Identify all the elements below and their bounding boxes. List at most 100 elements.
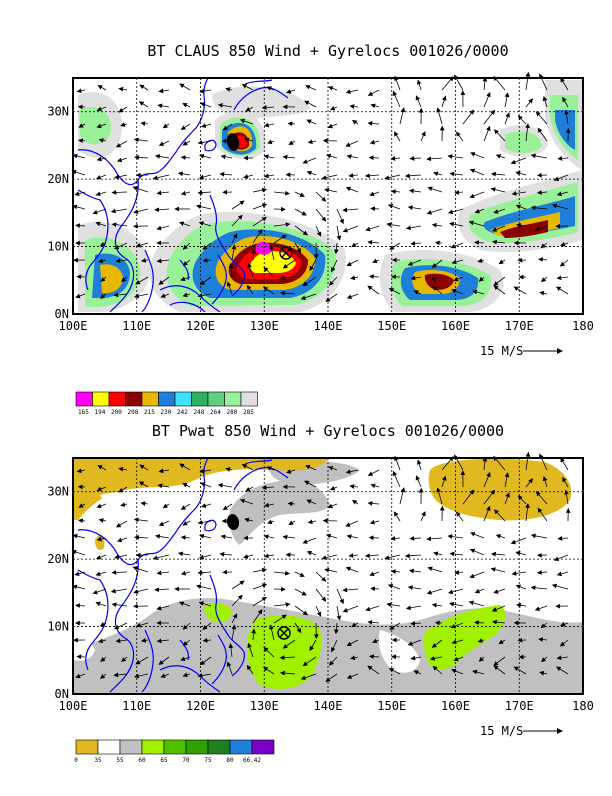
lon-tick-label: 180 [572,319,594,333]
wind-vector [200,175,211,178]
colorbar-label: 75 [204,757,212,764]
wind-vector [77,90,85,92]
wind-vector [221,536,232,538]
wind-vector [135,519,148,521]
wind-vector [156,156,169,158]
wind-vector [198,192,211,193]
lat-tick-label: 30N [47,485,69,499]
wind-vector [307,172,316,175]
wind-vector [264,156,274,158]
wind-vector [505,113,509,124]
wind-vector [393,92,400,107]
wind-vector [274,572,289,574]
colorbar-swatch [186,740,208,754]
colorbar-label: 65 [160,757,168,764]
wind-vector [371,521,379,523]
wind-vector [337,209,343,223]
colorbar-label: 208 [128,409,139,416]
wind-vector [181,124,190,129]
lon-tick-label: 120E [186,319,215,333]
wind-vector [366,226,379,230]
colorbar-label: 215 [144,409,155,416]
wind-vector [303,538,316,543]
wind-vector [516,552,526,555]
lon-tick-label: 170E [505,319,534,333]
wind-vector [410,570,421,572]
wind-vector [331,487,337,490]
wind-vector [201,103,211,107]
wind-vector [428,568,442,572]
wind-vector [343,589,358,590]
colorbar-label: 66.42 [243,757,261,764]
lat-tick-label: 10N [47,240,69,254]
wind-vector [442,96,445,107]
wind-vector [558,538,568,539]
colorbar-label: 0 [74,757,78,764]
wind-vector [306,86,316,90]
wind-vector [140,85,148,90]
colorbar-swatch [175,392,192,406]
colorbar-swatch [230,740,252,754]
wind-vector [368,123,379,124]
wind-vector [353,120,358,124]
wind-vector [484,127,490,141]
wind-vector [346,521,358,526]
wind-vector [407,606,421,609]
wind-vector [409,207,421,209]
wind-vector [97,175,106,179]
wind-vector [154,555,169,559]
colorbar-label: 80 [226,757,234,764]
lon-tick-label: 100E [59,319,88,333]
wind-vector [157,226,169,229]
wind-vector [183,104,190,107]
lon-tick-label: 130E [250,319,279,333]
wind-vector [392,571,400,572]
wind-vector [115,623,127,629]
wind-vector [232,201,244,209]
wind-vector [416,96,421,107]
wind-vector [96,192,106,195]
wind-vector [514,287,526,294]
wind-vector [456,132,463,141]
wind-vector [450,174,463,175]
wind-vector [400,488,404,504]
wind-vector [368,286,379,294]
lat-tick-label: 20N [47,552,69,566]
wind-vector [325,569,337,572]
wind-vector [558,158,568,159]
wind-vector [352,243,358,247]
wind-vector [73,586,85,589]
wind-vector [385,555,400,559]
wind-vector [274,604,290,606]
wind-vector [471,169,484,175]
colorbar-label: 55 [116,757,124,764]
wind-vector [160,141,169,145]
wind-vector [416,476,421,487]
wind-vector [389,585,400,589]
wind-vector [434,173,442,175]
wind-vector [179,553,190,555]
wind-vector [371,208,379,209]
wind-vector [406,555,421,556]
wind-vector [450,603,463,606]
wind-vector [389,205,400,209]
wind-vector [350,486,358,487]
wind-vector [410,190,421,192]
wind-vector [202,124,211,127]
wind-vector [202,504,211,507]
wind-vector [182,157,190,158]
wind-vector [516,585,526,589]
wind-vector [470,572,484,577]
wind-vector [470,192,484,197]
wind-vector [463,110,474,124]
wind-vector [268,521,274,523]
lat-tick-label: 10N [47,620,69,634]
wind-vector [471,549,484,555]
vector-key-top: 15 M/S [480,344,562,358]
lon-tick-label: 170E [505,699,534,713]
wind-vector [484,77,485,90]
wind-vector [328,124,337,127]
wind-vector [371,485,379,487]
wind-vector [112,604,127,606]
wind-vector [368,242,379,243]
